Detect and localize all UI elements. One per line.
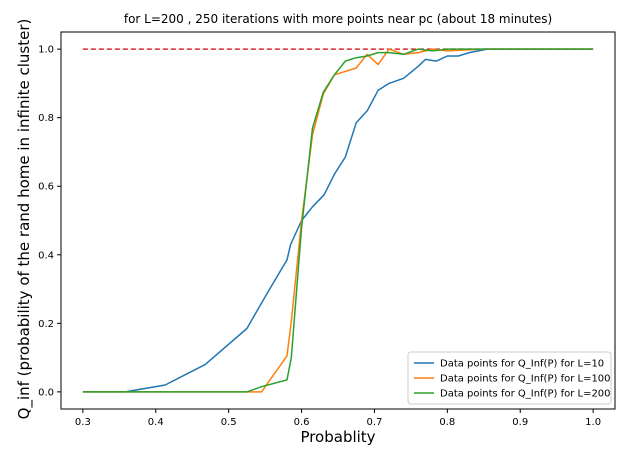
y-axis-label: Q_inf (probability of the rand home in i… [15,19,34,420]
series-line-3 [82,48,594,393]
x-tick-label: 0.8 [439,417,455,428]
series-line-1 [82,48,594,393]
x-tick-label: 0.6 [294,417,310,428]
y-tick-label: 0.4 [38,250,54,261]
x-tick-label: 0.9 [512,417,528,428]
x-tick-label: 0.5 [221,417,237,428]
y-tick-label: 0.6 [38,182,54,193]
y-tick-label: 0.2 [38,319,54,330]
plot-area: 0.3 0.4 0.5 0.6 0.7 0.8 0.9 1.0 0.0 0.2 0.4 0.6 0.8 1… [38,31,616,428]
chart-title: for L=200 , 250 iterations with more poi… [124,12,552,26]
x-tick-label: 0.3 [75,417,91,428]
x-tick-label: 1.0 [585,417,601,428]
legend-label-3: Data points for Q_Inf(P) for L=200 [440,389,611,400]
legend-label-2: Data points for Q_Inf(P) for L=100 [440,374,611,385]
y-tick-label: 0.0 [38,387,54,398]
legend-box [407,351,612,405]
x-tick-label: 0.4 [148,417,164,428]
series-line-2 [82,48,594,393]
legend-label-1: Data points for Q_Inf(P) for L=10 [440,359,604,370]
y-tick-label: 1.0 [38,45,54,56]
plot-frame [60,31,616,410]
x-tick-label: 0.7 [366,417,382,428]
x-axis-label: Probablity [300,428,375,446]
y-tick-label: 0.8 [38,113,54,124]
